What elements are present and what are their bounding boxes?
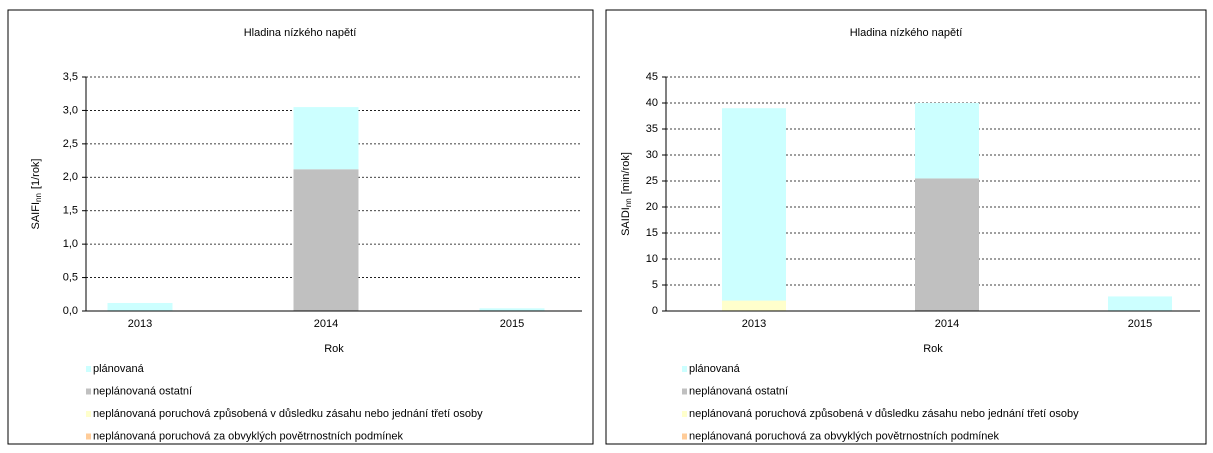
- legend-label: neplánovaná poruchová způsobená v důsled…: [689, 408, 1079, 420]
- x-tick-label: 2015: [1128, 318, 1152, 330]
- y-tick-label: 20: [646, 201, 658, 213]
- bar-segment: [915, 178, 979, 311]
- y-tick-label: 40: [646, 97, 658, 109]
- legend-swatch: [86, 433, 91, 440]
- y-tick-label: 0,5: [63, 271, 78, 283]
- y-label-sub: nn: [34, 193, 43, 202]
- y-tick-label: 0,0: [63, 305, 78, 317]
- y-label-unit: [min/rok]: [620, 152, 632, 194]
- bar-segment: [722, 108, 786, 301]
- y-tick-label: 3,0: [63, 104, 78, 116]
- x-axis-label: Rok: [324, 343, 344, 355]
- y-tick-label: 3,5: [63, 71, 78, 83]
- y-tick-label: 10: [646, 253, 658, 265]
- y-label-sub: nn: [624, 198, 633, 207]
- legend-swatch: [86, 388, 91, 395]
- legend-swatch: [682, 411, 687, 417]
- legend-label: plánovaná: [689, 363, 741, 375]
- y-tick-label: 45: [646, 71, 658, 83]
- y-tick-label: 30: [646, 149, 658, 161]
- x-tick-label: 2015: [500, 318, 524, 330]
- legend-label: neplánovaná ostatní: [689, 385, 788, 397]
- chart-title: Hladina nízkého napětí: [244, 27, 357, 39]
- bar-segment: [293, 169, 359, 311]
- bar-segment: [293, 107, 359, 170]
- legend-swatch: [682, 388, 687, 395]
- y-label-main: SAIFI: [30, 202, 42, 230]
- y-axis-label: SAIDInn [min/rok]: [620, 152, 633, 236]
- y-tick-label: 1,0: [63, 238, 78, 250]
- y-tick-label: 25: [646, 175, 658, 187]
- legend-label: neplánovaná poruchová za obvyklých povět…: [93, 430, 404, 442]
- chart-frame: [605, 9, 1207, 445]
- y-tick-label: 2,5: [63, 138, 78, 150]
- bar-segment: [915, 103, 979, 179]
- y-label-main: SAIDI: [620, 207, 632, 236]
- bar-segment: [107, 302, 173, 311]
- y-tick-label: 1,5: [63, 205, 78, 217]
- legend-swatch: [86, 411, 91, 417]
- legend-swatch: [86, 366, 91, 372]
- legend-label: plánovaná: [93, 363, 145, 375]
- bar-segment: [479, 308, 545, 311]
- legend-swatch: [682, 366, 687, 372]
- bar-segment: [1108, 296, 1172, 311]
- legend-swatch: [682, 433, 687, 440]
- y-tick-label: 5: [652, 279, 658, 291]
- y-tick-label: 35: [646, 123, 658, 135]
- legend-label: neplánovaná poruchová způsobená v důsled…: [93, 408, 483, 420]
- y-label-unit: [1/rok]: [30, 159, 42, 190]
- x-axis-label: Rok: [923, 343, 943, 355]
- x-tick-label: 2014: [314, 318, 338, 330]
- bar-segment: [722, 300, 786, 311]
- x-tick-label: 2013: [742, 318, 766, 330]
- y-tick-label: 0: [652, 305, 658, 317]
- legend-label: neplánovaná poruchová za obvyklých povět…: [689, 430, 1000, 442]
- x-tick-label: 2013: [128, 318, 152, 330]
- legend-label: neplánovaná ostatní: [93, 385, 192, 397]
- y-tick-label: 2,0: [63, 171, 78, 183]
- y-axis-label: SAIFInn [1/rok]: [30, 159, 43, 230]
- y-tick-label: 15: [646, 227, 658, 239]
- x-tick-label: 2014: [935, 318, 959, 330]
- chart-title: Hladina nízkého napětí: [850, 27, 963, 39]
